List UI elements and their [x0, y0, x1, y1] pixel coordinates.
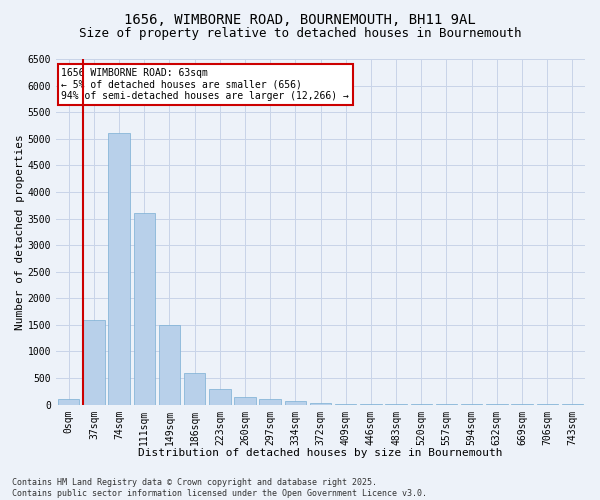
Bar [83, 320, 104, 404]
Text: Contains HM Land Registry data © Crown copyright and database right 2025.
Contai: Contains HM Land Registry data © Crown c… [12, 478, 427, 498]
Text: 1656, WIMBORNE ROAD, BOURNEMOUTH, BH11 9AL: 1656, WIMBORNE ROAD, BOURNEMOUTH, BH11 9… [124, 12, 476, 26]
Bar [235, 396, 256, 404]
Text: 1656 WIMBORNE ROAD: 63sqm
← 5% of detached houses are smaller (656)
94% of semi-: 1656 WIMBORNE ROAD: 63sqm ← 5% of detach… [61, 68, 349, 101]
Bar [159, 325, 180, 404]
Y-axis label: Number of detached properties: Number of detached properties [15, 134, 25, 330]
Bar [58, 400, 79, 404]
X-axis label: Distribution of detached houses by size in Bournemouth: Distribution of detached houses by size … [139, 448, 503, 458]
Bar [284, 400, 306, 404]
Bar [259, 400, 281, 404]
Bar [209, 388, 230, 404]
Bar [109, 134, 130, 404]
Bar [134, 213, 155, 404]
Text: Size of property relative to detached houses in Bournemouth: Size of property relative to detached ho… [79, 28, 521, 40]
Bar [184, 372, 205, 404]
Bar [310, 403, 331, 404]
